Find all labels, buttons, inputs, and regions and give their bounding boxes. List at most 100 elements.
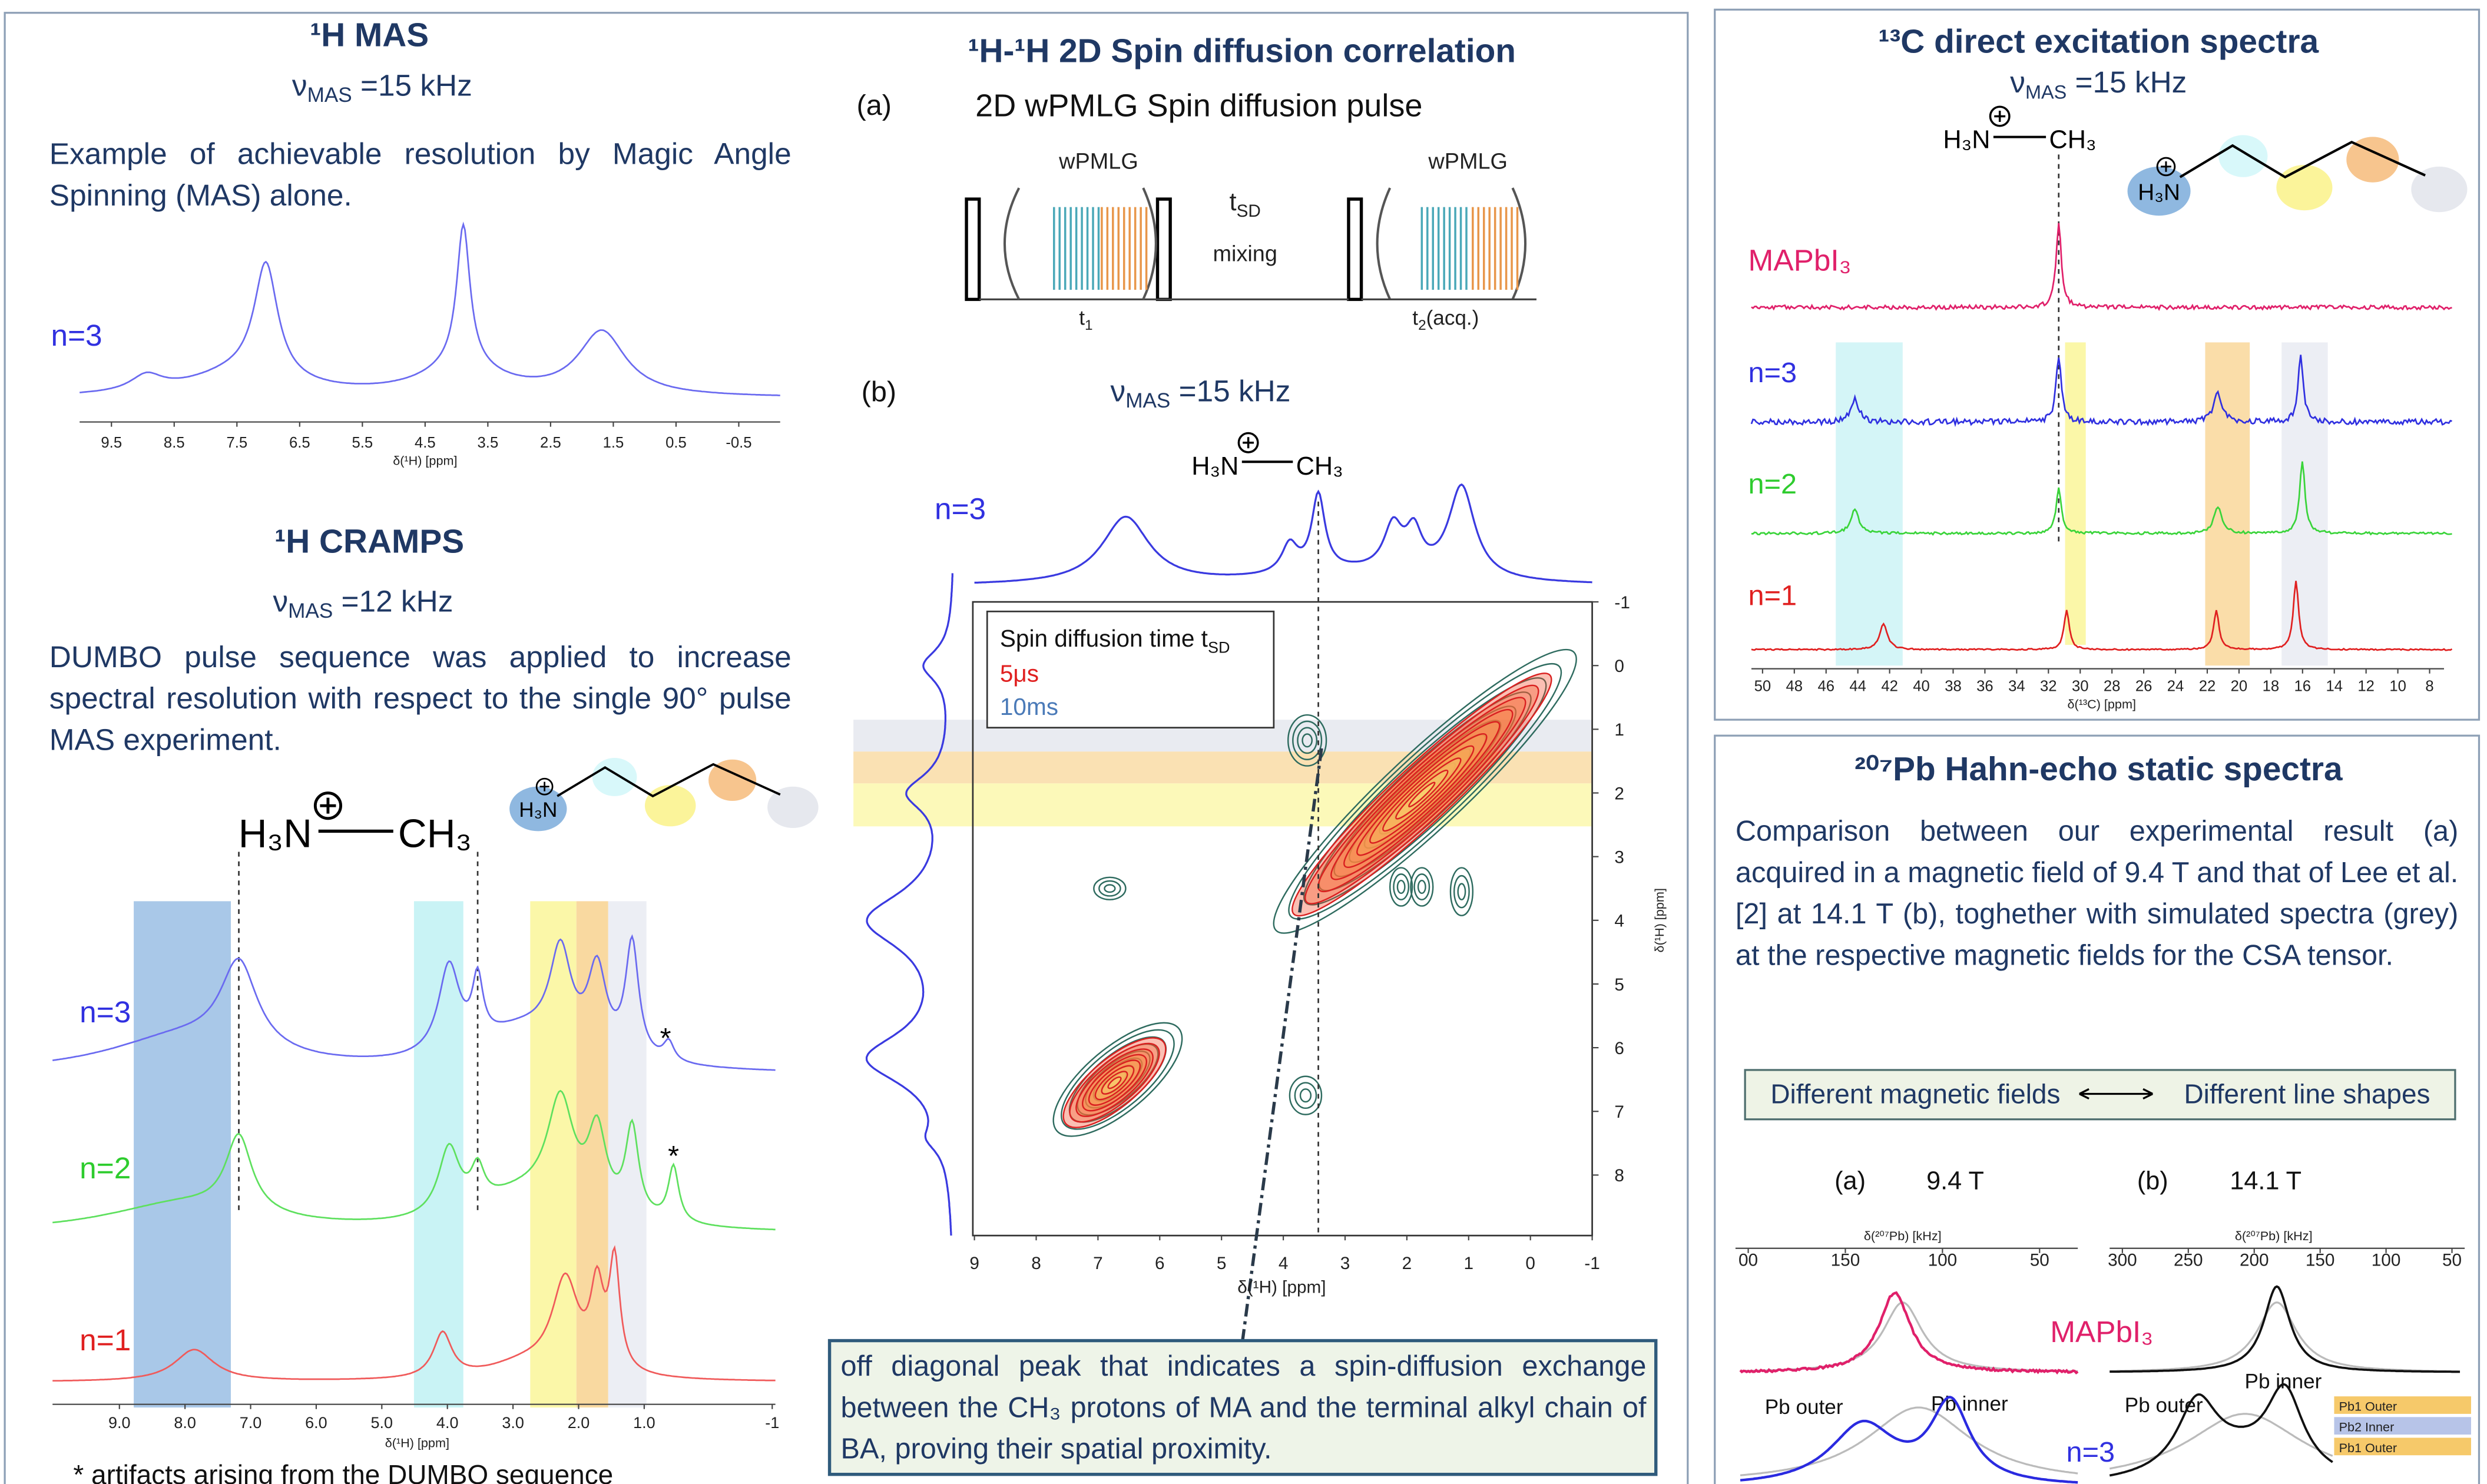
subscript: SD [1237, 201, 1261, 221]
poster: ¹H MAS νMAS =15 kHz Example of achievabl… [0, 0, 2487, 1484]
symbol: t [1230, 188, 1237, 216]
subscript: 2 [1418, 317, 1426, 333]
x-tick-label: 300 [2108, 1250, 2137, 1270]
x-tick-label: 6 [1155, 1254, 1165, 1273]
part-title: 2D wPMLG Spin diffusion pulse [975, 88, 1422, 123]
group-highlight [2276, 165, 2332, 210]
subscript: SD [1208, 639, 1230, 657]
description: Comparison between our experimental resu… [1736, 810, 2458, 976]
artifact-mark: * [668, 1140, 679, 1172]
peak-label: Pb inner [2245, 1370, 2322, 1393]
annotation: off diagonal peak that indicates a spin-… [840, 1346, 1646, 1470]
pulse-bar [1349, 199, 1362, 299]
x-tick-label: 100 [1928, 1250, 1958, 1270]
molecule-methyl: CH₃ [2049, 126, 2097, 154]
x-tick-label: 20 [2231, 678, 2248, 694]
y-tick-label: 4 [1614, 912, 1624, 931]
pulse-bar [966, 199, 979, 299]
subscript: MAS [307, 84, 352, 107]
x-tick-label: 7.0 [240, 1414, 262, 1432]
x-tick-label: -0.5 [726, 435, 751, 451]
x-tick-label: 8.5 [164, 435, 185, 451]
symbol: ν [2010, 65, 2025, 99]
x-axis-label: δ(²⁰⁷Pb) [kHz] [1864, 1228, 1942, 1243]
symbol: t [1412, 307, 1418, 330]
x-tick-label: 24 [2167, 678, 2184, 694]
x-tick-label: 5.5 [352, 435, 373, 451]
value: =12 kHz [333, 584, 453, 618]
x-tick-label: 9.5 [101, 435, 122, 451]
legend-entry: 5μs [1000, 660, 1039, 687]
value: =15 kHz [352, 68, 472, 102]
band [608, 901, 647, 1407]
section-title: ¹H MAS [310, 17, 429, 54]
band [2065, 342, 2086, 645]
band [1836, 342, 1903, 665]
x-axis-label: δ(¹³C) [ppm] [2067, 697, 2135, 711]
y-tick-label: 3 [1614, 847, 1624, 867]
x-tick-label: 38 [1945, 678, 1962, 694]
page: ¹H MAS νMAS =15 kHz Example of achievabl… [0, 0, 2487, 1484]
x-tick-label: 50 [1754, 678, 1771, 694]
group-highlight [645, 785, 696, 826]
x-tick-label: 0 [1525, 1254, 1535, 1273]
subscript: MAS [2025, 82, 2067, 103]
y-tick-label: 1 [1614, 720, 1624, 740]
value: =15 kHz [2067, 65, 2187, 99]
x-tick-label: 5.0 [371, 1414, 393, 1432]
x-tick-label: 1.0 [633, 1414, 655, 1432]
molecule-amine: H₃N [1943, 126, 1990, 154]
x-tick-label: 22 [2199, 678, 2216, 694]
x-tick-label: 4.5 [415, 435, 436, 451]
legend-entry: Pb2 Inner [2339, 1420, 2395, 1435]
section-title: ¹H CRAMPS [274, 523, 464, 560]
symbol: ν [273, 584, 288, 618]
y-tick-label: 5 [1614, 975, 1624, 995]
pulse-label: wPMLG [1428, 150, 1508, 174]
projection-label: n=3 [935, 492, 986, 525]
field-label: 9.4 T [1926, 1167, 1984, 1195]
x-tick-label: 48 [1786, 678, 1803, 694]
artifact-mark: * [660, 1022, 671, 1054]
y-tick-label: 8 [1614, 1166, 1624, 1185]
mixing-label: mixing [1213, 242, 1277, 267]
legend-title: Spin diffusion time tSD [1000, 625, 1230, 657]
description-box: Comparison between our experimental resu… [1736, 810, 2458, 1021]
spectrum-label: MAPbI₃ [2050, 1315, 2153, 1349]
x-tick-label: 2.5 [540, 435, 561, 451]
x-axis-label: δ(²⁰⁷Pb) [kHz] [2235, 1228, 2313, 1243]
group-highlight [2218, 135, 2267, 177]
x-tick-label: 6.0 [305, 1414, 327, 1432]
x-tick-label: 200 [2240, 1250, 2269, 1270]
spectrum-label: n=1 [80, 1323, 131, 1357]
comparison-right: Different line shapes [2184, 1079, 2430, 1109]
group-highlight [592, 758, 637, 796]
spectrum-label: n=3 [51, 319, 102, 352]
band [530, 901, 576, 1407]
x-tick-label: 3 [1340, 1254, 1350, 1273]
x-tick-label: 5 [1217, 1254, 1227, 1273]
molecule-methyl: CH₃ [398, 811, 472, 856]
x-tick-label: 44 [1849, 678, 1866, 694]
x-tick-label: 40 [1913, 678, 1930, 694]
subscript: MAS [1125, 389, 1170, 412]
x-tick-label: 9 [969, 1254, 979, 1273]
x-tick-label: 50 [2030, 1250, 2049, 1270]
x-tick-label: 8 [2425, 678, 2433, 694]
x-axis-label: δ(¹H) [ppm] [1237, 1277, 1326, 1297]
subscript: 1 [1085, 317, 1093, 333]
molecule-amine: H₃N [239, 811, 312, 856]
x-tick-label: 4.0 [436, 1414, 459, 1432]
x-tick-label: 150 [2306, 1250, 2335, 1270]
x-tick-label: 46 [1817, 678, 1834, 694]
symbol: ν [1111, 374, 1126, 408]
x-tick-label: 50 [2442, 1250, 2462, 1270]
spectrum-label: n=3 [2067, 1436, 2115, 1468]
spectrum-label: n=1 [1748, 579, 1797, 611]
footnote: * artifacts arising from the DUMBO seque… [73, 1459, 613, 1484]
x-tick-label: 0.5 [665, 435, 687, 451]
panel-label: (a) [1834, 1167, 1866, 1195]
molecule-methyl: CH₃ [1296, 452, 1343, 481]
x-tick-label: 7 [1093, 1254, 1103, 1273]
x-tick-label: 9.0 [108, 1414, 131, 1432]
